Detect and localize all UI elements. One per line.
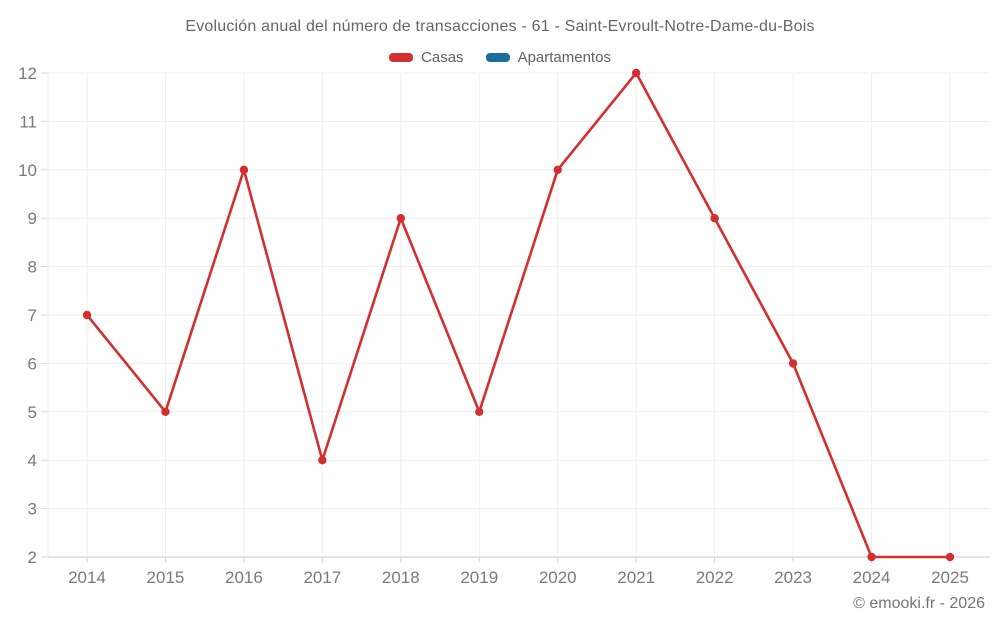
apartamentos-swatch-icon [485, 52, 510, 62]
data-point-casas-2024[interactable] [867, 552, 876, 562]
data-point-casas-2023[interactable] [788, 359, 798, 368]
x-tick-label: 2021 [617, 568, 655, 587]
data-point-casas-2022[interactable] [710, 214, 719, 223]
x-tick-label: 2023 [774, 568, 812, 587]
casas-swatch-icon [389, 52, 414, 62]
data-point-casas-2021[interactable] [631, 68, 641, 78]
y-tick-label: 4 [28, 451, 37, 470]
data-point-casas-2025[interactable] [945, 552, 955, 562]
data-point-casas-2016[interactable] [239, 165, 249, 174]
data-point-casas-2019[interactable] [475, 407, 484, 416]
legend-item-casas[interactable]: Casas [389, 49, 464, 66]
data-point-casas-2014[interactable] [82, 310, 92, 320]
x-tick-label: 2016 [225, 568, 263, 587]
y-tick-label: 12 [18, 64, 37, 83]
y-tick-label: 5 [28, 403, 37, 422]
x-tick-label: 2022 [696, 568, 734, 587]
y-tick-label: 9 [28, 209, 37, 228]
copyright-text: © emooki.fr - 2026 [853, 595, 985, 612]
x-tick-label: 2025 [931, 568, 969, 587]
legend-item-apartamentos[interactable]: Apartamentos [485, 48, 611, 66]
y-tick-label: 10 [18, 161, 37, 180]
data-point-casas-2017[interactable] [318, 456, 327, 465]
data-point-casas-2020[interactable] [553, 165, 562, 174]
x-tick-label: 2017 [303, 568, 341, 587]
y-tick-label: 2 [28, 548, 37, 567]
series-line-casas [85, 70, 950, 559]
x-tick-label: 2015 [147, 568, 185, 587]
legend-label-apartamentos: Apartamentos [517, 48, 611, 66]
y-tick-label: 8 [28, 258, 37, 277]
legend-label-casas: Casas [421, 48, 464, 66]
data-point-casas-2015[interactable] [161, 407, 170, 416]
x-tick-label: 2018 [382, 568, 420, 587]
x-tick-label: 2024 [853, 568, 891, 587]
x-tick-label: 2019 [460, 568, 498, 587]
y-tick-label: 3 [28, 500, 37, 519]
x-tick-label: 2020 [539, 568, 577, 587]
y-tick-label: 11 [19, 112, 37, 131]
chart-legend: Casas Apartamentos [0, 47, 1000, 67]
chart-title: Evolución anual del número de transaccio… [185, 18, 815, 35]
data-point-casas-2018[interactable] [396, 214, 406, 223]
y-tick-label: 7 [28, 306, 37, 325]
x-tick-label: 2014 [68, 568, 106, 587]
y-tick-label: 6 [28, 354, 37, 373]
